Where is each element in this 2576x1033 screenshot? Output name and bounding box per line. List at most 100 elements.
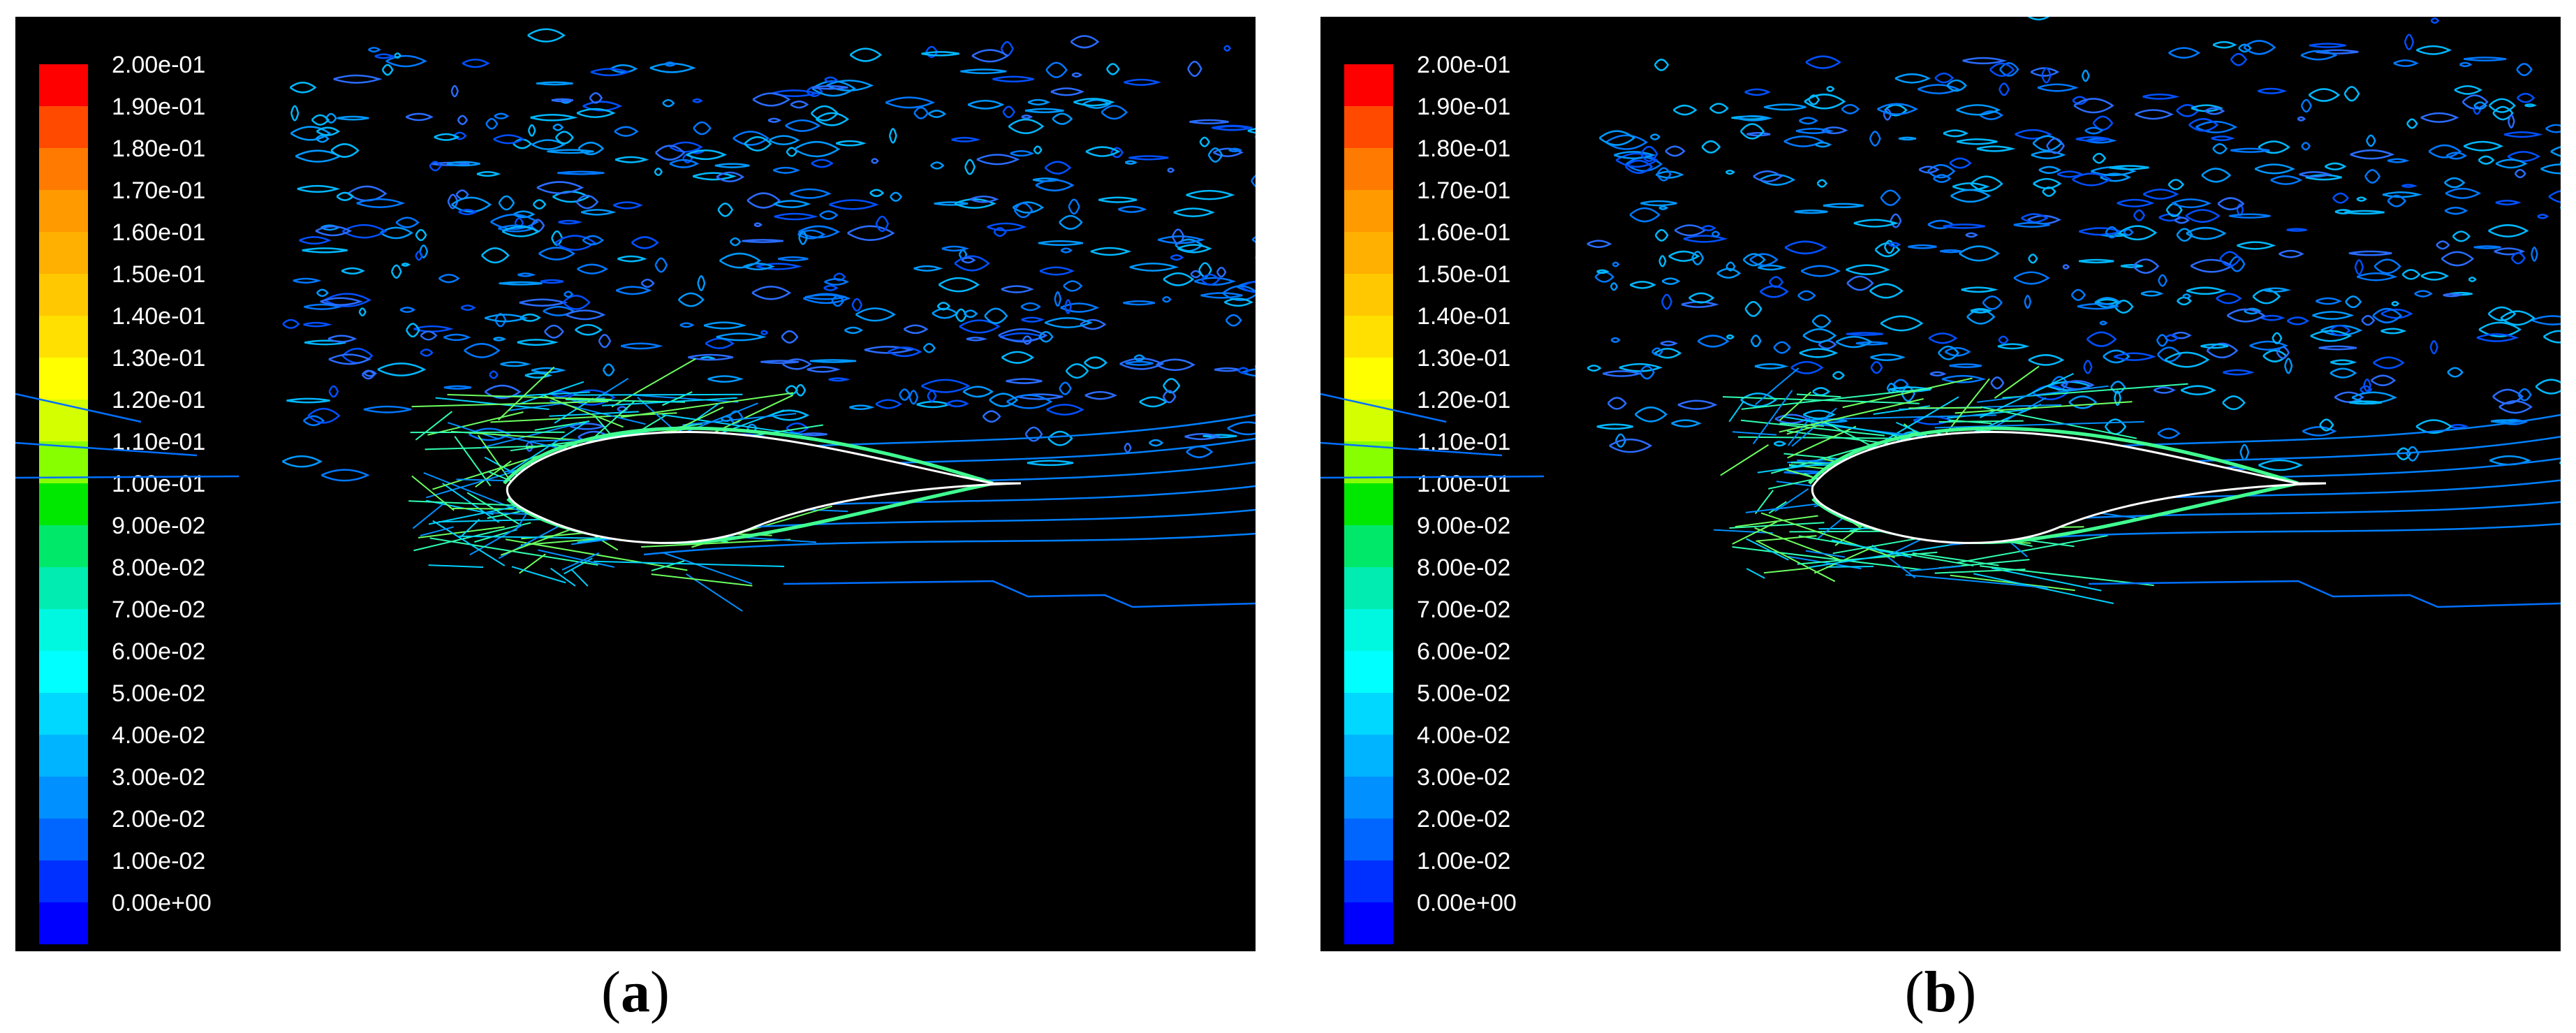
colorbar-swatch bbox=[39, 483, 88, 525]
contour-line bbox=[677, 292, 705, 307]
colorbar-swatch bbox=[1344, 609, 1393, 651]
contour-line bbox=[1083, 356, 1107, 369]
contour-line bbox=[610, 64, 638, 73]
contour-line bbox=[809, 359, 857, 363]
contour-line bbox=[908, 390, 919, 405]
contour-line bbox=[1779, 391, 1811, 421]
colorbar-swatch bbox=[39, 274, 88, 316]
contour-line bbox=[1161, 296, 1172, 303]
contour-line bbox=[518, 381, 584, 405]
contour-line bbox=[1157, 235, 1205, 244]
contour-line bbox=[591, 400, 635, 440]
colorbar-swatch bbox=[1344, 106, 1393, 148]
contour-line bbox=[1008, 118, 1045, 134]
contour-line bbox=[363, 369, 377, 377]
contour-line bbox=[544, 395, 624, 428]
contour-line bbox=[598, 334, 612, 349]
contour-line bbox=[1187, 61, 1202, 78]
contour-line bbox=[438, 274, 460, 284]
contour-line bbox=[1046, 404, 1084, 416]
contour-line bbox=[1928, 332, 1958, 344]
contour-line bbox=[692, 172, 737, 181]
contour-line bbox=[2200, 343, 2229, 349]
contour-line bbox=[993, 227, 1007, 237]
contour-line bbox=[2168, 47, 2201, 59]
contour-line bbox=[875, 215, 890, 233]
contour-line bbox=[1059, 381, 1072, 395]
colorbar-swatch bbox=[1344, 316, 1393, 358]
contour-line bbox=[390, 264, 402, 279]
contour-line bbox=[1716, 268, 1742, 279]
colorbar-label: 1.90e-01 bbox=[112, 94, 205, 120]
airfoil-outline bbox=[1811, 430, 2327, 544]
contour-line bbox=[1796, 393, 1841, 398]
contour-line bbox=[2031, 150, 2066, 159]
colorbar-swatch bbox=[1344, 735, 1393, 777]
contour-line bbox=[2272, 332, 2283, 344]
contour-line bbox=[1610, 337, 1621, 343]
contour-line bbox=[899, 388, 911, 401]
contour-line bbox=[2401, 184, 2418, 189]
contour-line bbox=[498, 195, 515, 211]
colorbar-label: 4.00e-02 bbox=[112, 722, 205, 749]
contour-line bbox=[1610, 282, 1619, 291]
contour-line bbox=[1870, 361, 1883, 374]
contour-plot-a: 2.00e-01 1.90e-01 1.80e-01 1.70e-01 1.60e-01… bbox=[15, 28, 1256, 944]
contour-line bbox=[412, 504, 443, 529]
contour-line bbox=[1639, 365, 1655, 380]
contour-line bbox=[2238, 43, 2252, 53]
contour-line bbox=[1794, 210, 1828, 214]
contour-line bbox=[316, 126, 341, 136]
contour-line bbox=[1944, 346, 1971, 357]
colorbar-label: 6.00e-02 bbox=[112, 638, 205, 665]
colorbar-label: 1.80e-01 bbox=[112, 135, 205, 162]
contour-line bbox=[554, 131, 574, 145]
contour-line bbox=[946, 400, 969, 408]
contour-line bbox=[2516, 63, 2533, 76]
contour-line bbox=[2113, 352, 2156, 361]
inflow-contour bbox=[1320, 441, 1503, 457]
contour-line bbox=[1779, 398, 1924, 433]
contour-line bbox=[1060, 247, 1073, 254]
contour-line bbox=[2105, 226, 2119, 239]
contour-line bbox=[1189, 119, 1229, 124]
colorbar-label: 2.00e-02 bbox=[1417, 806, 1510, 833]
contour-line bbox=[916, 400, 952, 409]
contour-line bbox=[2142, 189, 2179, 200]
contour-line bbox=[2350, 149, 2395, 160]
contour-line bbox=[1658, 205, 1669, 210]
contour-line bbox=[2396, 447, 2411, 461]
colorbar-swatch bbox=[39, 106, 88, 148]
contour-line bbox=[811, 85, 848, 90]
contour-line bbox=[1976, 145, 2016, 152]
contour-line bbox=[1200, 292, 1243, 299]
contour-line bbox=[426, 467, 529, 499]
contour-line bbox=[1125, 360, 1154, 366]
contour-line bbox=[2302, 426, 2337, 437]
contour-line bbox=[2228, 213, 2271, 219]
contour-line bbox=[890, 191, 903, 202]
contour-line bbox=[1943, 224, 1985, 229]
contour-line bbox=[612, 201, 643, 210]
contour-line bbox=[1728, 401, 1744, 423]
contour-line bbox=[1940, 249, 1962, 254]
contour-line bbox=[2348, 250, 2392, 256]
contour-line bbox=[328, 385, 339, 398]
contour-line bbox=[855, 307, 896, 322]
contour-line bbox=[415, 228, 427, 242]
contour-line bbox=[2343, 86, 2360, 102]
contour-line bbox=[707, 375, 744, 383]
contour-line bbox=[2414, 290, 2433, 298]
contour-line bbox=[1605, 134, 1648, 150]
contour-line bbox=[1251, 175, 1256, 188]
contour-line bbox=[431, 161, 470, 166]
contour-line bbox=[1826, 86, 1835, 92]
contour-line bbox=[1753, 170, 1783, 183]
contour-line bbox=[2239, 444, 2250, 461]
contour-line bbox=[2356, 196, 2367, 202]
contour-line bbox=[1934, 420, 2144, 429]
contour-line bbox=[2219, 251, 2242, 267]
contour-line bbox=[927, 110, 947, 118]
contour-line bbox=[654, 257, 668, 273]
contour-line bbox=[538, 247, 575, 261]
